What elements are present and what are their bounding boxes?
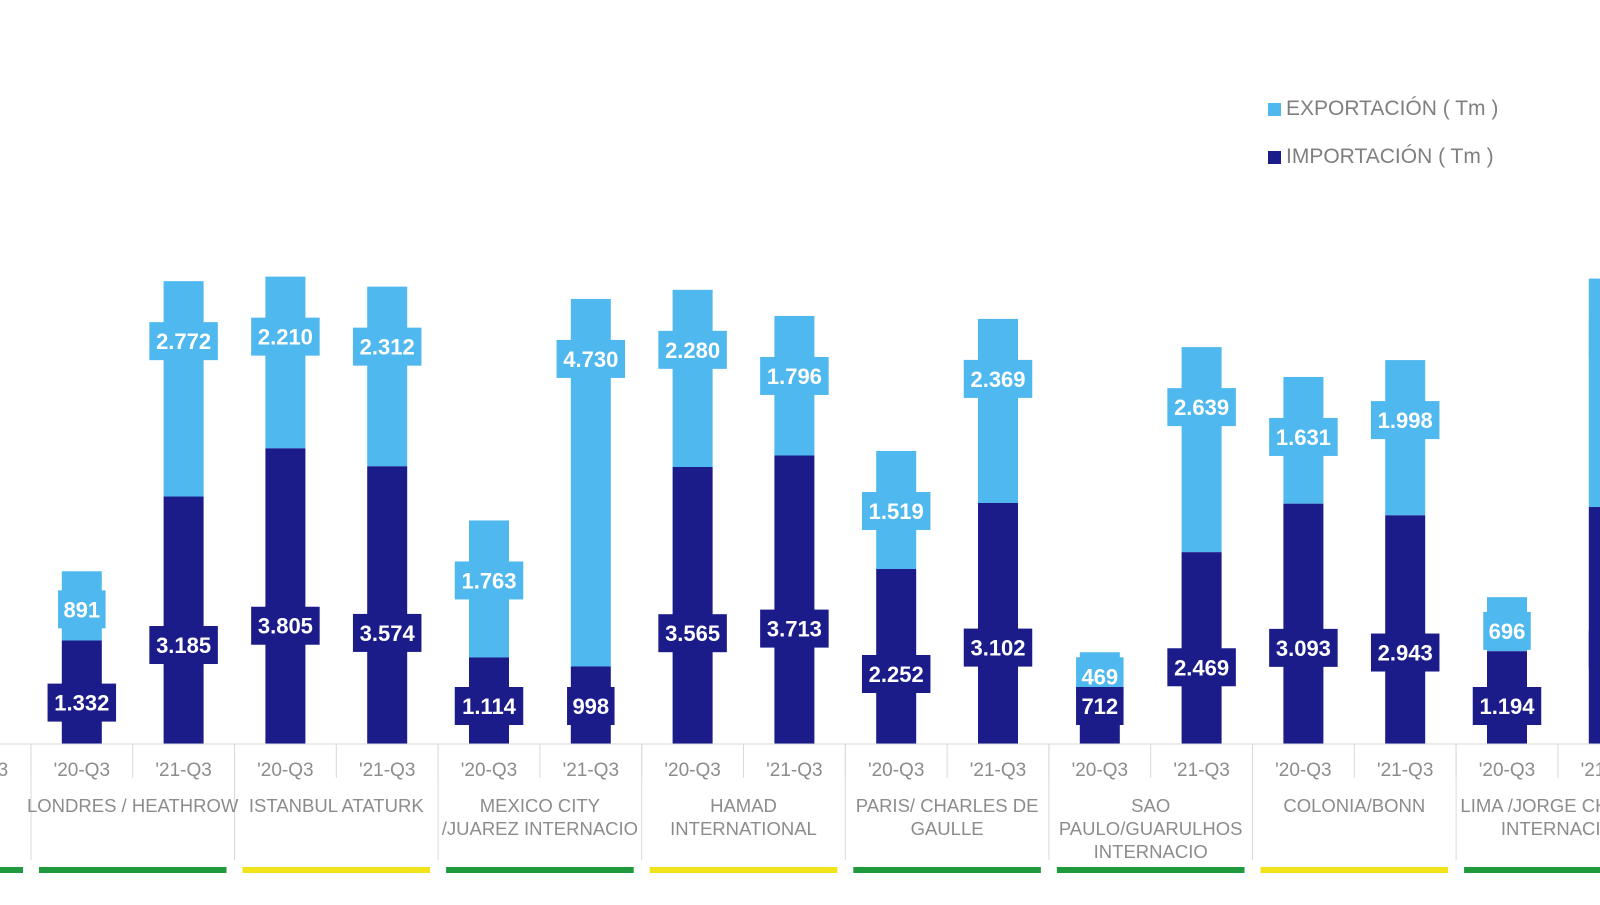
data-label-export: 2.210 xyxy=(258,325,313,350)
bar-import xyxy=(1182,552,1222,744)
tick-label-period: '21-Q3 xyxy=(0,760,8,781)
bar-import xyxy=(265,448,305,744)
legend-item-import: IMPORTACIÓN ( Tm ) xyxy=(1268,144,1498,170)
bar-import xyxy=(164,497,204,744)
data-label-import: 2.943 xyxy=(1378,641,1433,666)
data-label-import: 3.574 xyxy=(360,621,416,646)
tick-label-period: '20-Q3 xyxy=(1275,760,1331,781)
group-label: PARIS/ CHARLES DE xyxy=(856,795,1039,816)
group-underline xyxy=(39,867,227,873)
data-label-import-box xyxy=(1589,630,1600,668)
data-label-export: 891 xyxy=(63,597,100,622)
bar-export xyxy=(164,281,204,496)
group-underline xyxy=(243,867,431,873)
bar-import xyxy=(774,455,814,744)
group-underline xyxy=(446,867,634,873)
data-label-export: 1.998 xyxy=(1378,408,1433,433)
tick-label-period: '21-Q3 xyxy=(766,760,822,781)
data-label-export: 2.280 xyxy=(665,338,720,363)
data-label-export: 2.312 xyxy=(360,335,415,360)
group-label: PAULO/GUARULHOS xyxy=(1059,818,1243,839)
tick-label-period: '21-Q3 xyxy=(155,760,211,781)
bar-export xyxy=(1589,279,1600,507)
data-label-export: 469 xyxy=(1081,664,1118,689)
data-label-export: 1.519 xyxy=(869,499,924,524)
group-underline xyxy=(650,867,838,873)
legend-label-export: EXPORTACIÓN ( Tm ) xyxy=(1286,97,1498,121)
bar-import xyxy=(367,466,407,744)
group-label: /JUAREZ INTERNACIO xyxy=(442,818,638,839)
tick-label-period: '20-Q3 xyxy=(664,760,720,781)
bar-import xyxy=(1283,504,1323,744)
group-underline xyxy=(0,867,23,873)
data-label-import: 1.332 xyxy=(54,691,109,716)
group-label: LONDRES / HEATHROW xyxy=(27,795,239,816)
group-underline xyxy=(1464,867,1600,873)
group-underline xyxy=(1057,867,1245,873)
bar-import xyxy=(978,503,1018,744)
data-label-export: 2.772 xyxy=(156,329,211,354)
data-label-export: 2.369 xyxy=(970,367,1025,392)
data-label-import: 1.194 xyxy=(1479,694,1535,719)
axis-layer: '21-Q3 '20-Q3 '21-Q3 LONDRES / HEATHROW '20-… xyxy=(0,744,1600,873)
data-label-export: 2.639 xyxy=(1174,395,1229,420)
tick-label-period: '20-Q3 xyxy=(461,760,517,781)
group-label: INTERNACIO xyxy=(1501,818,1600,839)
data-label-export: 4.730 xyxy=(563,347,618,372)
data-label-import: 712 xyxy=(1081,694,1118,719)
bars-layer: 838911.3322.7723.1852.2103.8052.3123.574… xyxy=(0,173,1600,744)
data-label-export: 1.796 xyxy=(767,364,822,389)
data-label-import: 3.185 xyxy=(156,633,211,658)
data-label-import: 3.565 xyxy=(665,621,720,646)
data-label-import: 2.252 xyxy=(869,662,924,687)
data-label-import: 3.805 xyxy=(258,614,313,639)
bar-export xyxy=(265,277,305,449)
data-label-import: 998 xyxy=(572,694,609,719)
legend-swatch-import xyxy=(1268,151,1281,164)
tick-label-period: '20-Q3 xyxy=(54,760,110,781)
bar-export xyxy=(367,287,407,467)
group-label: INTERNACIO xyxy=(1094,841,1208,862)
legend-item-export: EXPORTACIÓN ( Tm ) xyxy=(1268,96,1498,122)
bar-export xyxy=(978,319,1018,503)
group-label: HAMAD xyxy=(710,795,777,816)
legend-label-import: IMPORTACIÓN ( Tm ) xyxy=(1286,145,1494,169)
tick-label-period: '21-Q3 xyxy=(359,760,415,781)
group-label: LIMA /JORGE CHAVEZ xyxy=(1460,795,1600,816)
tick-label-period: '20-Q3 xyxy=(257,760,313,781)
group-label: SAO xyxy=(1131,795,1170,816)
tick-label-period: '21-Q3 xyxy=(563,760,619,781)
group-label: INTERNATIONAL xyxy=(670,818,817,839)
group-underline xyxy=(1261,867,1449,873)
tick-label-period: '21-Q3 xyxy=(1581,760,1600,781)
bar-import xyxy=(1589,507,1600,744)
bar-export xyxy=(673,290,713,467)
tick-label-period: '20-Q3 xyxy=(868,760,924,781)
tick-label-period: '21-Q3 xyxy=(1173,760,1229,781)
data-label-export-box xyxy=(1589,320,1600,358)
group-label: GAULLE xyxy=(911,818,984,839)
bar-export xyxy=(1182,347,1222,552)
bar-import xyxy=(673,467,713,744)
data-label-import: 3.093 xyxy=(1276,636,1331,661)
tick-label-period: '20-Q3 xyxy=(1072,760,1128,781)
legend: EXPORTACIÓN ( Tm ) IMPORTACIÓN ( Tm ) xyxy=(1268,96,1498,192)
data-label-import: 1.114 xyxy=(462,694,517,719)
group-label: ISTANBUL ATATURK xyxy=(249,795,424,816)
tick-label-period: '20-Q3 xyxy=(1479,760,1535,781)
group-label: MEXICO CITY xyxy=(480,795,600,816)
bar-import xyxy=(1385,515,1425,744)
group-underline xyxy=(853,867,1041,873)
data-label-export: 1.763 xyxy=(461,568,516,593)
tick-label-period: '21-Q3 xyxy=(1377,760,1433,781)
data-label-import: 3.713 xyxy=(767,617,822,642)
legend-swatch-export xyxy=(1268,103,1281,116)
data-label-export: 696 xyxy=(1489,619,1526,644)
data-label-export: 1.631 xyxy=(1276,425,1331,450)
tick-label-period: '21-Q3 xyxy=(970,760,1026,781)
data-label-import: 3.102 xyxy=(970,636,1025,661)
data-label-import: 2.469 xyxy=(1174,655,1229,680)
group-label: COLONIA/BONN xyxy=(1283,795,1425,816)
